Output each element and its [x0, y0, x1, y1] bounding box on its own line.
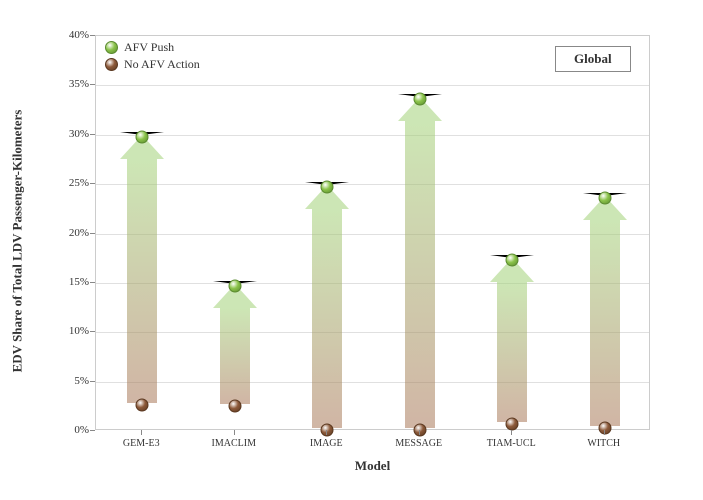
- data-marker: [413, 93, 426, 106]
- y-tick-label: 25%: [53, 177, 89, 189]
- legend-marker: [105, 41, 118, 54]
- legend: AFV Push No AFV Action: [105, 40, 200, 74]
- x-tick-label: MESSAGE: [395, 438, 442, 449]
- range-arrow: [120, 135, 164, 404]
- data-marker: [413, 424, 426, 437]
- gridline: [96, 234, 649, 235]
- y-tick-mark: [90, 35, 95, 36]
- x-tick-mark: [419, 430, 420, 435]
- range-arrow: [583, 196, 627, 426]
- gridline: [96, 184, 649, 185]
- data-marker: [321, 181, 334, 194]
- range-arrow: [490, 258, 534, 422]
- y-tick-mark: [90, 282, 95, 283]
- legend-marker: [105, 58, 118, 71]
- y-tick-label: 10%: [53, 325, 89, 337]
- chart-container: EDV Share of Total LDV Passenger-Kilomet…: [0, 0, 703, 500]
- y-axis-title: EDV Share of Total LDV Passenger-Kilomet…: [9, 43, 25, 438]
- legend-item: AFV Push: [105, 40, 200, 55]
- data-marker: [136, 130, 149, 143]
- y-tick-mark: [90, 430, 95, 431]
- y-tick-label: 40%: [53, 29, 89, 41]
- y-tick-label: 15%: [53, 276, 89, 288]
- x-tick-mark: [511, 430, 512, 435]
- data-marker: [598, 191, 611, 204]
- legend-label: AFV Push: [124, 40, 174, 55]
- region-label-box: Global: [555, 46, 631, 72]
- x-tick-label: WITCH: [587, 438, 620, 449]
- legend-item: No AFV Action: [105, 57, 200, 72]
- data-marker: [228, 400, 241, 413]
- range-arrow: [305, 185, 349, 428]
- x-tick-label: TIAM-UCL: [487, 438, 536, 449]
- x-tick-label: GEM-E3: [123, 438, 160, 449]
- x-tick-mark: [234, 430, 235, 435]
- gridline: [96, 382, 649, 383]
- y-tick-mark: [90, 331, 95, 332]
- x-tick-mark: [326, 430, 327, 435]
- data-marker: [506, 254, 519, 267]
- data-marker: [228, 279, 241, 292]
- y-tick-label: 20%: [53, 227, 89, 239]
- y-tick-mark: [90, 134, 95, 135]
- x-tick-label: IMAGE: [310, 438, 343, 449]
- data-marker: [136, 399, 149, 412]
- x-axis-title: Model: [95, 458, 650, 474]
- data-marker: [321, 424, 334, 437]
- y-tick-label: 30%: [53, 128, 89, 140]
- x-tick-mark: [604, 430, 605, 435]
- region-label-text: Global: [574, 51, 612, 66]
- y-tick-mark: [90, 183, 95, 184]
- y-tick-label: 5%: [53, 375, 89, 387]
- range-arrow: [398, 97, 442, 428]
- range-arrow: [213, 284, 257, 404]
- y-tick-label: 0%: [53, 424, 89, 436]
- plot-area: [95, 35, 650, 430]
- y-tick-mark: [90, 233, 95, 234]
- data-marker: [598, 422, 611, 435]
- x-tick-mark: [141, 430, 142, 435]
- gridline: [96, 332, 649, 333]
- y-tick-mark: [90, 84, 95, 85]
- gridline: [96, 85, 649, 86]
- data-marker: [506, 418, 519, 431]
- y-tick-mark: [90, 381, 95, 382]
- gridline: [96, 283, 649, 284]
- legend-label: No AFV Action: [124, 57, 200, 72]
- y-tick-label: 35%: [53, 78, 89, 90]
- gridline: [96, 135, 649, 136]
- x-tick-label: IMACLIM: [212, 438, 256, 449]
